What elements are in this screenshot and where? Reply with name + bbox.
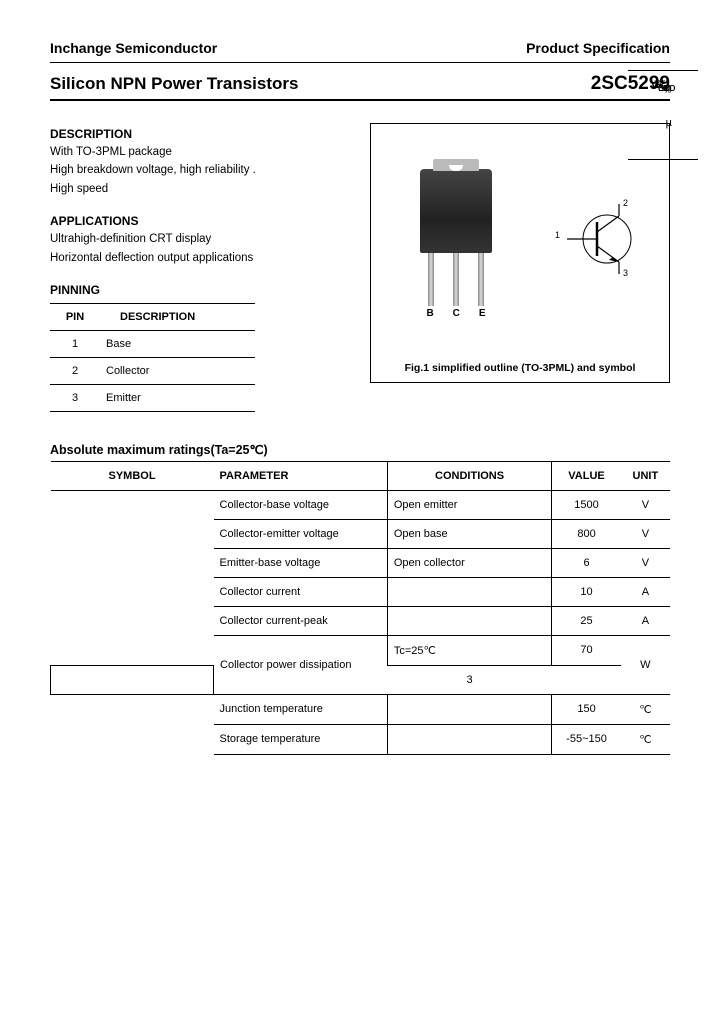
lead-label: E: [479, 308, 486, 319]
cell-value: 25: [552, 606, 621, 635]
lead-label: B: [426, 308, 433, 319]
ratings-table: SYMBOL PARAMETER CONDITIONS VALUE UNIT V…: [50, 461, 670, 755]
cell-parameter: Collector-base voltage: [214, 490, 388, 519]
table-row: Tj Junction temperature 150 ℃: [51, 694, 671, 724]
symbol-pin-label: 2: [623, 198, 628, 208]
table-row: 2 Collector: [50, 357, 255, 384]
symbol-pin-label: 3: [623, 268, 628, 278]
divider: [50, 99, 670, 101]
applications-heading: APPLICATIONS: [50, 214, 350, 228]
cell-parameter: Junction temperature: [214, 694, 388, 724]
pinning-table: PIN DESCRIPTION 1 Base 2 Collector 3 Emi…: [50, 303, 255, 412]
cell-parameter: Storage temperature: [214, 724, 388, 754]
cell-value: 6: [552, 548, 621, 577]
col-value: VALUE: [552, 461, 621, 490]
cell-parameter: Collector power dissipation: [214, 635, 388, 694]
symbol-pin-label: 1: [555, 230, 560, 240]
cell-conditions: [387, 577, 551, 606]
package-outline-icon: B C E: [411, 169, 501, 319]
cell-unit: V: [621, 548, 670, 577]
cell-unit: A: [621, 606, 670, 635]
cell-conditions: Open base: [387, 519, 551, 548]
doc-type: Product Specification: [526, 40, 670, 56]
cell-value: 70: [552, 635, 621, 665]
cell-conditions: [387, 694, 551, 724]
pin-num: 1: [50, 330, 100, 357]
col-conditions: CONDITIONS: [387, 461, 551, 490]
ratings-title: Absolute maximum ratings(Ta=25℃): [50, 442, 670, 457]
table-row: IC Collector current 10 A: [51, 577, 671, 606]
table-row: VCBO Collector-base voltage Open emitter…: [51, 490, 671, 519]
cell-conditions: [387, 724, 551, 754]
cell-value: 3: [387, 665, 551, 694]
col-parameter: PARAMETER: [214, 461, 388, 490]
applications-line: Ultrahigh-definition CRT display: [50, 230, 350, 248]
table-row: 1 Base: [50, 330, 255, 357]
title-row: Silicon NPN Power Transistors 2SC5299: [50, 73, 670, 95]
pinning-heading: PINNING: [50, 283, 350, 297]
cell-parameter: Collector current-peak: [214, 606, 388, 635]
col-unit: UNIT: [621, 461, 670, 490]
cell-value: 10: [552, 577, 621, 606]
figure-box: B C E 1: [370, 123, 670, 383]
cell-conditions: [51, 665, 214, 694]
table-row: 3 Emitter: [50, 384, 255, 411]
left-column: DESCRIPTION With TO-3PML package High br…: [50, 123, 350, 412]
divider: [50, 62, 670, 63]
cell-unit: ℃: [621, 694, 670, 724]
cell-unit: V: [621, 490, 670, 519]
table-row: ICM Collector current-peak 25 A: [51, 606, 671, 635]
cell-parameter: Collector-emitter voltage: [214, 519, 388, 548]
cell-conditions: Tc=25℃: [387, 635, 551, 665]
cell-unit: A: [621, 577, 670, 606]
table-row: PC Collector power dissipation Tc=25℃ 70…: [51, 635, 671, 665]
transistor-symbol-icon: 1 2 3: [557, 194, 647, 284]
description-line: High speed: [50, 180, 350, 198]
datasheet-page: Inchange Semiconductor Product Specifica…: [0, 0, 720, 785]
cell-conditions: Open emitter: [387, 490, 551, 519]
cell-symbol: Tstg: [628, 70, 698, 160]
description-line: With TO-3PML package: [50, 143, 350, 161]
table-row: VCEO Collector-emitter voltage Open base…: [51, 519, 671, 548]
figure-caption: Fig.1 simplified outline (TO-3PML) and s…: [371, 362, 669, 374]
cell-parameter: Emitter-base voltage: [214, 548, 388, 577]
page-header: Inchange Semiconductor Product Specifica…: [50, 40, 670, 56]
cell-value: 1500: [552, 490, 621, 519]
lead-label: C: [453, 308, 460, 319]
col-symbol: SYMBOL: [51, 461, 214, 490]
description-heading: DESCRIPTION: [50, 127, 350, 141]
cell-value: -55~150: [552, 724, 621, 754]
cell-conditions: Open collector: [387, 548, 551, 577]
table-header-row: PIN DESCRIPTION: [50, 303, 255, 330]
col-pin: PIN: [50, 303, 100, 330]
right-column: B C E 1: [370, 123, 670, 412]
cell-parameter: Collector current: [214, 577, 388, 606]
cell-unit: W: [621, 635, 670, 694]
pin-num: 2: [50, 357, 100, 384]
content-two-col: DESCRIPTION With TO-3PML package High br…: [50, 123, 670, 412]
applications-line: Horizontal deflection output application…: [50, 249, 350, 267]
pin-num: 3: [50, 384, 100, 411]
pin-desc: Emitter: [100, 384, 255, 411]
pin-desc: Collector: [100, 357, 255, 384]
cell-unit: V: [621, 519, 670, 548]
cell-conditions: [387, 606, 551, 635]
cell-value: 150: [552, 694, 621, 724]
table-row: VEBO Emitter-base voltage Open collector…: [51, 548, 671, 577]
col-desc: DESCRIPTION: [100, 303, 255, 330]
pin-desc: Base: [100, 330, 255, 357]
page-title: Silicon NPN Power Transistors: [50, 74, 298, 94]
description-line: High breakdown voltage, high reliability…: [50, 161, 350, 179]
table-header-row: SYMBOL PARAMETER CONDITIONS VALUE UNIT: [51, 461, 671, 490]
company-name: Inchange Semiconductor: [50, 40, 217, 56]
table-row: Tstg Storage temperature -55~150 ℃: [51, 724, 671, 754]
cell-unit: ℃: [621, 724, 670, 754]
cell-value: 800: [552, 519, 621, 548]
